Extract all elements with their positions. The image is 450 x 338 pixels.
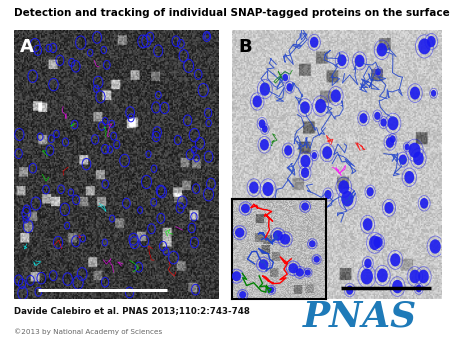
Circle shape [296,268,304,277]
Circle shape [259,119,266,128]
Circle shape [262,182,274,196]
Circle shape [232,271,241,281]
Circle shape [252,251,263,266]
Circle shape [427,36,436,47]
Circle shape [260,82,270,96]
Circle shape [260,139,269,150]
Circle shape [259,276,270,290]
Circle shape [235,228,244,238]
Circle shape [286,83,293,92]
Circle shape [363,218,373,231]
Circle shape [314,256,320,263]
Circle shape [369,236,380,250]
Circle shape [374,237,382,248]
Circle shape [410,87,420,100]
Circle shape [390,254,400,266]
Circle shape [301,168,309,178]
Circle shape [338,180,349,194]
Circle shape [392,280,403,293]
Circle shape [418,270,429,283]
Circle shape [243,282,250,292]
Circle shape [301,155,310,168]
Circle shape [360,269,373,285]
Circle shape [265,216,270,224]
Circle shape [315,99,326,113]
Circle shape [273,230,283,241]
Circle shape [390,136,396,143]
Circle shape [324,190,332,199]
Text: Detection and tracking of individual SNAP-tagged proteins on the surface of livi: Detection and tracking of individual SNA… [14,8,450,19]
Circle shape [288,263,298,273]
Circle shape [377,268,388,283]
Circle shape [311,152,317,159]
Circle shape [279,264,286,273]
Circle shape [431,90,436,97]
Circle shape [430,239,441,254]
Circle shape [387,116,398,130]
Circle shape [331,90,341,102]
Circle shape [418,39,431,54]
Circle shape [364,259,372,268]
Circle shape [416,285,422,292]
Circle shape [375,68,381,76]
Text: A: A [20,39,33,56]
Circle shape [284,145,292,155]
Circle shape [310,37,319,48]
Circle shape [409,143,420,158]
Circle shape [249,182,259,194]
Circle shape [413,151,424,165]
Circle shape [377,43,387,56]
Circle shape [405,144,410,150]
Circle shape [239,291,246,298]
Circle shape [420,198,428,209]
Circle shape [252,95,262,107]
Circle shape [374,112,381,120]
Circle shape [282,74,288,81]
Circle shape [262,125,268,133]
Circle shape [301,202,309,211]
Circle shape [346,285,353,295]
Circle shape [384,202,394,214]
Circle shape [367,187,374,196]
Circle shape [280,234,290,245]
Circle shape [259,259,269,270]
Circle shape [338,54,346,66]
Text: Davide Calebiro et al. PNAS 2013;110:2:743-748: Davide Calebiro et al. PNAS 2013;110:2:7… [14,306,249,315]
Circle shape [305,269,311,276]
Text: PNAS: PNAS [303,299,417,333]
Circle shape [386,137,394,148]
Circle shape [322,146,332,159]
Text: B: B [238,39,252,56]
Circle shape [410,270,420,283]
Circle shape [380,118,387,127]
Circle shape [309,276,320,291]
Circle shape [341,191,354,207]
Circle shape [355,55,365,67]
Circle shape [405,171,414,184]
Circle shape [241,204,250,213]
Circle shape [399,154,407,165]
Circle shape [282,285,289,295]
Circle shape [268,287,274,293]
Circle shape [287,262,299,277]
Circle shape [360,113,368,123]
Circle shape [300,101,310,114]
Circle shape [309,240,315,247]
Text: ©2013 by National Academy of Sciences: ©2013 by National Academy of Sciences [14,329,162,335]
Circle shape [270,286,279,298]
